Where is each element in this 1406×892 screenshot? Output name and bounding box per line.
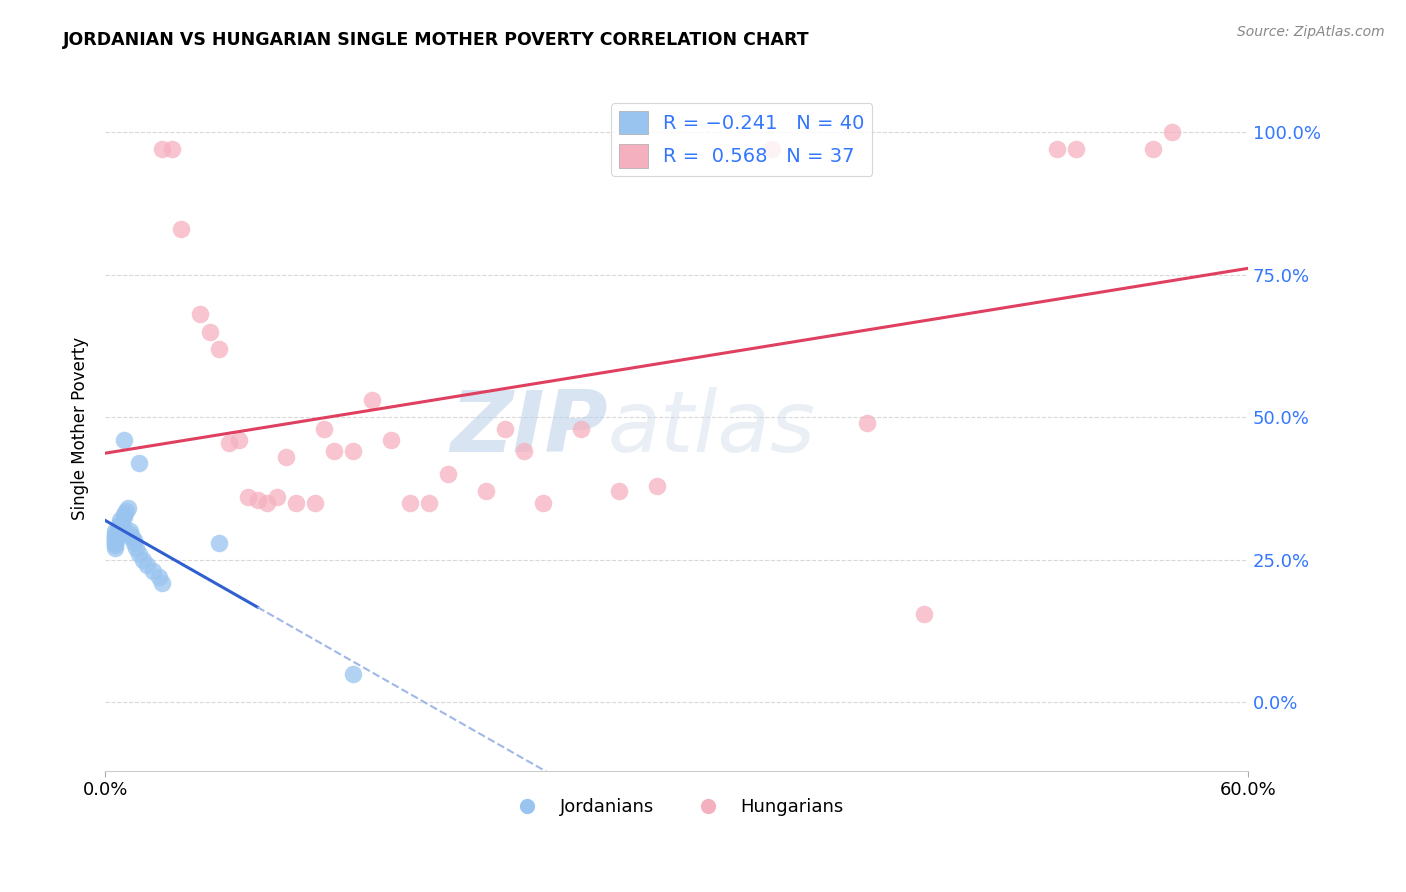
Point	[569, 421, 592, 435]
Point	[1160, 125, 1182, 139]
Point	[110, 521, 132, 535]
Point	[115, 504, 138, 518]
Point	[150, 142, 173, 156]
Point	[208, 535, 231, 549]
Point	[136, 558, 159, 573]
Text: atlas: atlas	[607, 387, 815, 470]
Point	[104, 530, 127, 544]
Point	[228, 433, 250, 447]
Point	[142, 564, 165, 578]
Point	[118, 527, 141, 541]
Point	[322, 444, 344, 458]
Point	[104, 538, 127, 552]
Point	[104, 527, 127, 541]
Y-axis label: Single Mother Poverty: Single Mother Poverty	[72, 337, 89, 520]
Point	[104, 530, 127, 544]
Point	[117, 501, 139, 516]
Point	[104, 541, 127, 556]
Point	[104, 535, 127, 549]
Point	[112, 507, 135, 521]
Point	[107, 530, 129, 544]
Point	[104, 535, 127, 549]
Point	[1046, 142, 1069, 156]
Point	[107, 527, 129, 541]
Point	[380, 433, 402, 447]
Point	[494, 421, 516, 435]
Point	[1142, 142, 1164, 156]
Point	[190, 308, 212, 322]
Point	[125, 541, 148, 556]
Point	[107, 521, 129, 535]
Point	[122, 535, 145, 549]
Point	[236, 490, 259, 504]
Point	[122, 533, 145, 547]
Point	[647, 478, 669, 492]
Point	[198, 325, 221, 339]
Point	[112, 433, 135, 447]
Point	[128, 456, 150, 470]
Point	[111, 516, 134, 530]
Legend: Jordanians, Hungarians: Jordanians, Hungarians	[502, 791, 851, 823]
Point	[104, 524, 127, 538]
Text: JORDANIAN VS HUNGARIAN SINGLE MOTHER POVERTY CORRELATION CHART: JORDANIAN VS HUNGARIAN SINGLE MOTHER POV…	[63, 31, 810, 49]
Point	[284, 496, 307, 510]
Point	[107, 524, 129, 538]
Point	[418, 496, 440, 510]
Point	[218, 435, 240, 450]
Point	[342, 444, 364, 458]
Point	[110, 518, 132, 533]
Point	[128, 547, 150, 561]
Point	[150, 575, 173, 590]
Point	[104, 533, 127, 547]
Point	[609, 484, 631, 499]
Point	[437, 467, 460, 482]
Point	[856, 416, 879, 430]
Point	[110, 513, 132, 527]
Point	[148, 570, 170, 584]
Point	[104, 533, 127, 547]
Point	[160, 142, 183, 156]
Point	[314, 421, 336, 435]
Point	[256, 496, 278, 510]
Point	[912, 607, 935, 621]
Point	[761, 142, 783, 156]
Text: Source: ZipAtlas.com: Source: ZipAtlas.com	[1237, 25, 1385, 39]
Point	[475, 484, 498, 499]
Point	[276, 450, 298, 464]
Point	[121, 530, 143, 544]
Point	[118, 524, 141, 538]
Point	[107, 518, 129, 533]
Point	[208, 342, 231, 356]
Point	[304, 496, 326, 510]
Point	[266, 490, 288, 504]
Point	[112, 510, 135, 524]
Point	[1066, 142, 1088, 156]
Point	[399, 496, 422, 510]
Point	[132, 552, 155, 566]
Point	[531, 496, 554, 510]
Point	[342, 666, 364, 681]
Point	[246, 492, 269, 507]
Point	[170, 222, 193, 236]
Point	[513, 444, 536, 458]
Text: ZIP: ZIP	[450, 387, 607, 470]
Point	[360, 392, 382, 407]
Point	[111, 518, 134, 533]
